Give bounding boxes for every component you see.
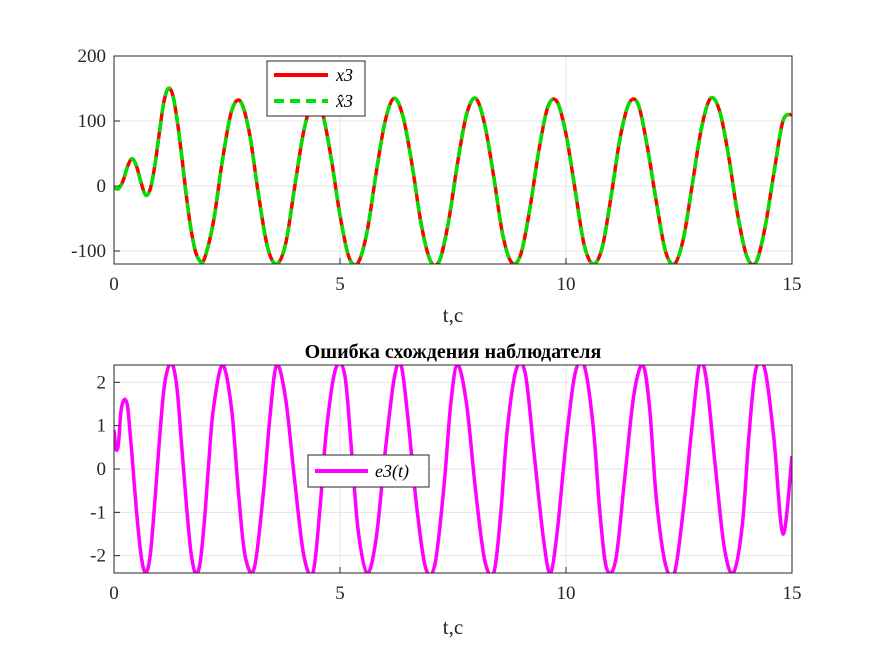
x-tick-label: 0: [109, 274, 119, 295]
series-line-0: [114, 365, 792, 573]
bottom-ticks: 0 5 10 15 -2 -1 0 1 2: [90, 372, 801, 604]
legend-label-x3-hat: x̂3: [335, 91, 353, 111]
bottom-legend: e3(t): [307, 454, 430, 488]
x-tick-label: 15: [783, 274, 802, 295]
bottom-x-axis-label: t,c: [443, 615, 463, 639]
legend-label-e3: e3(t): [375, 461, 409, 482]
top-legend-box: [266, 60, 366, 117]
x-tick-label: 10: [557, 274, 576, 295]
x-tick-label: 10: [557, 583, 576, 604]
y-tick-label: -100: [71, 241, 106, 262]
bottom-axes: Ошибка схождения наблюдателя 0 5 10 15-2-10…: [90, 341, 801, 639]
y-tick-label: -2: [90, 546, 106, 567]
bottom-chart-title: Ошибка схождения наблюдателя: [305, 341, 602, 363]
top-axes-box: [113, 55, 793, 265]
legend-label-x3: x3: [335, 65, 353, 85]
x-tick-label: 0: [109, 583, 119, 604]
top-plot-area: [114, 56, 792, 264]
bottom-series: [114, 365, 792, 573]
top-legend: x3 x̂3: [266, 60, 366, 117]
y-tick-label: 1: [97, 416, 107, 437]
y-tick-label: 0: [97, 176, 107, 197]
y-tick-label: 200: [78, 46, 107, 67]
top-series: [114, 86, 792, 264]
y-tick-label: 100: [78, 111, 107, 132]
y-tick-label: -1: [90, 502, 106, 523]
x-tick-label: 5: [335, 274, 345, 295]
x-tick-label: 15: [783, 583, 802, 604]
y-tick-label: 2: [97, 372, 107, 393]
series-line-1: [114, 86, 792, 264]
top-x-axis-label: t,c: [443, 303, 463, 327]
y-tick-label: 0: [97, 459, 107, 480]
bottom-legend-box: [307, 454, 430, 488]
x-tick-label: 5: [335, 583, 345, 604]
